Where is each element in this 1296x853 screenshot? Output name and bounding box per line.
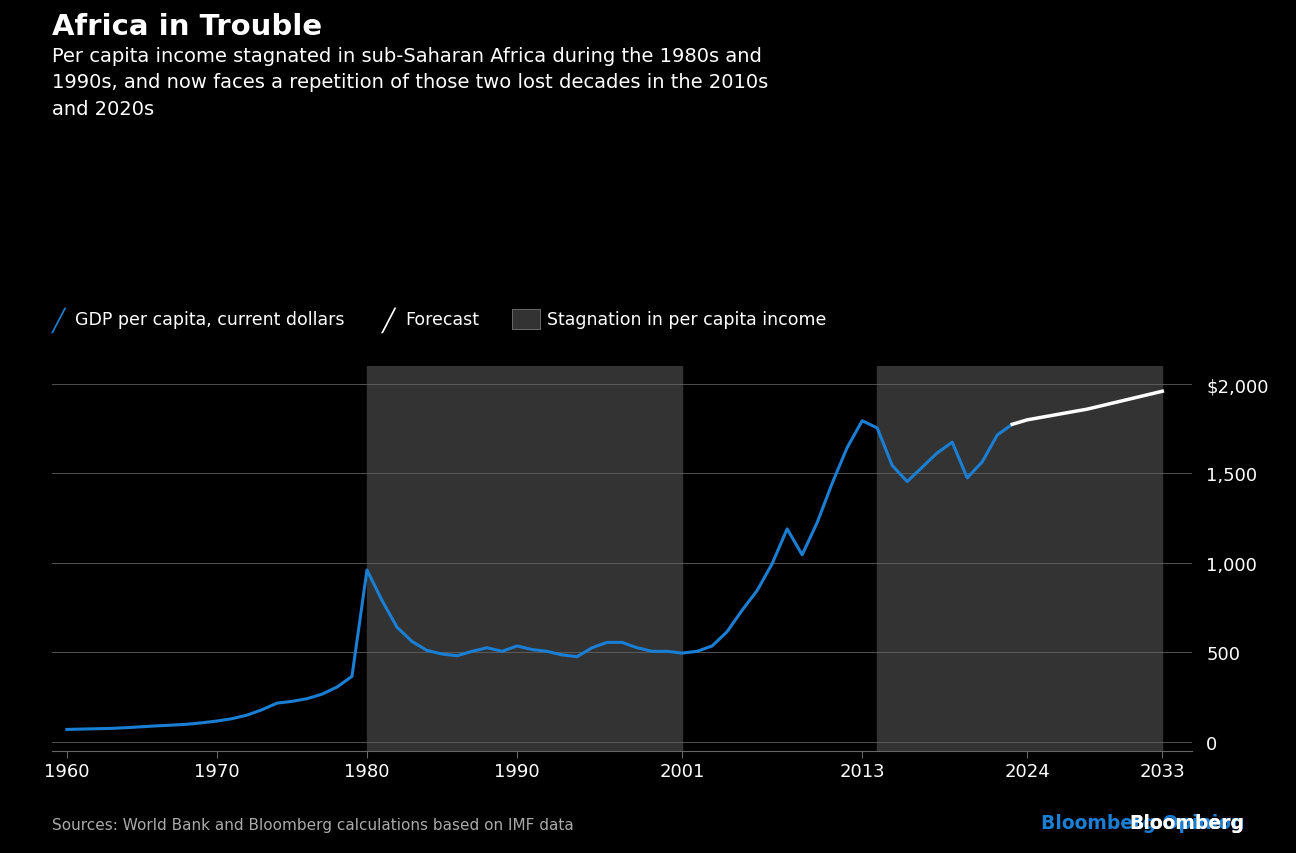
Text: Bloomberg Opinion: Bloomberg Opinion — [1041, 813, 1244, 832]
Text: Bloomberg: Bloomberg — [1129, 813, 1244, 832]
Text: Forecast: Forecast — [406, 310, 480, 329]
Text: Per capita income stagnated in sub-Saharan Africa during the 1980s and
1990s, an: Per capita income stagnated in sub-Sahar… — [52, 47, 769, 119]
Text: Stagnation in per capita income: Stagnation in per capita income — [547, 310, 827, 329]
Text: GDP per capita, current dollars: GDP per capita, current dollars — [75, 310, 345, 329]
Text: Sources: World Bank and Bloomberg calculations based on IMF data: Sources: World Bank and Bloomberg calcul… — [52, 816, 574, 832]
Text: Bloomberg: Bloomberg — [1129, 813, 1244, 832]
Bar — [877, 367, 1163, 751]
Bar — [367, 367, 682, 751]
Text: Africa in Trouble: Africa in Trouble — [52, 13, 321, 41]
Text: ╱: ╱ — [382, 307, 395, 333]
Text: ╱: ╱ — [52, 307, 65, 333]
